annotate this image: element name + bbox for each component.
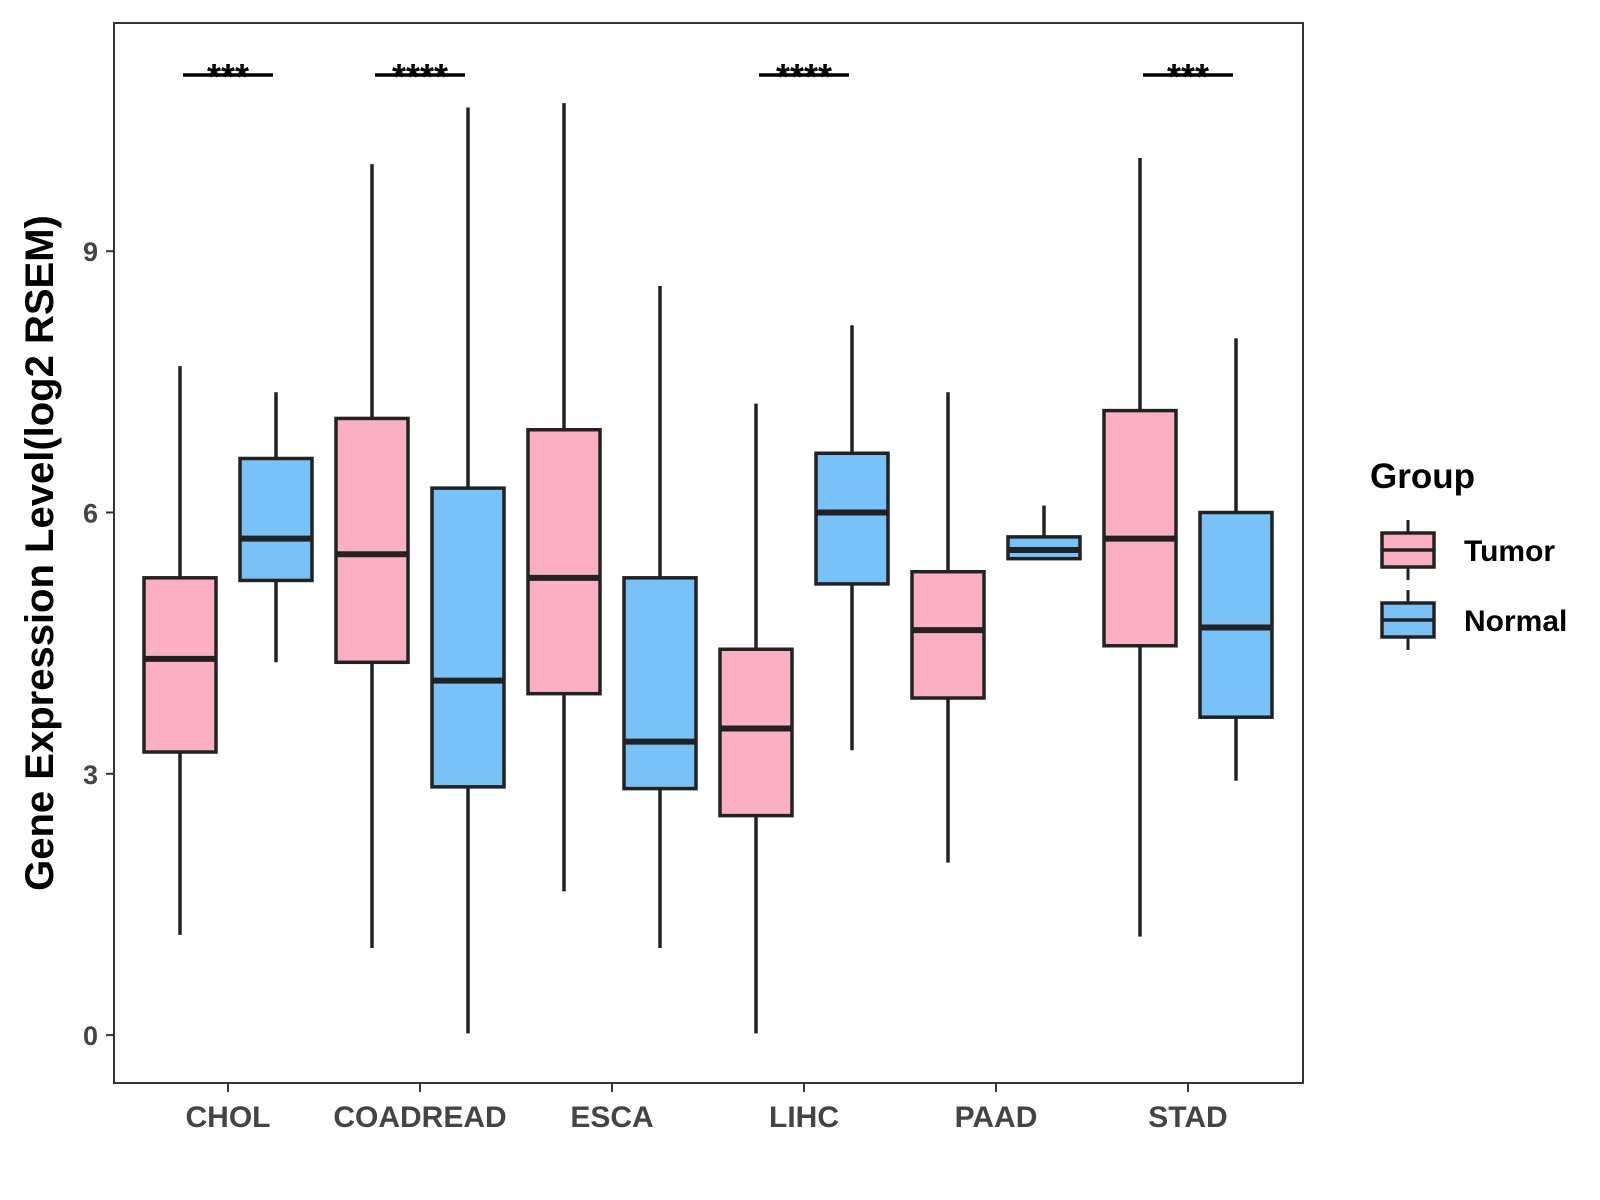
y-tick-label: 6: [83, 498, 98, 528]
x-tick-label: PAAD: [955, 1101, 1038, 1134]
box-tumor-chol: [142, 366, 218, 935]
box-normal-chol: [238, 392, 314, 663]
significance-label: ****: [392, 56, 448, 97]
y-axis-title: Gene Expression Level(log2 RSEM): [18, 215, 62, 891]
box-normal-esca: [622, 286, 698, 948]
legend-key-tumor: [1380, 520, 1436, 580]
legend-key-normal: [1380, 590, 1436, 650]
box-iqr: [430, 486, 506, 789]
x-tick-label: LIHC: [769, 1101, 839, 1134]
box-iqr: [1102, 408, 1178, 648]
y-tick-label: 9: [83, 237, 98, 267]
legend-label-normal: Normal: [1464, 605, 1567, 638]
significance-label: ****: [776, 56, 832, 97]
x-tick-label: ESCA: [570, 1101, 653, 1134]
box-iqr: [334, 416, 410, 665]
box-iqr: [238, 456, 314, 583]
box-iqr: [814, 451, 890, 586]
box-normal-stad: [1198, 338, 1274, 781]
significance-label: ***: [1167, 56, 1209, 97]
x-tick-label: COADREAD: [333, 1101, 506, 1134]
x-tick-label: STAD: [1148, 1101, 1227, 1134]
box-iqr: [622, 576, 698, 791]
box-normal-paad: [1006, 505, 1082, 561]
legend-label-tumor: Tumor: [1464, 535, 1555, 568]
box-normal-coadread: [430, 107, 506, 1034]
box-iqr: [910, 569, 986, 700]
box-tumor-esca: [526, 103, 602, 892]
y-tick-label: 3: [83, 760, 98, 790]
box-iqr: [1198, 510, 1274, 719]
box-tumor-stad: [1102, 158, 1178, 937]
legend: Group Tumor Normal: [1370, 457, 1567, 650]
box-tumor-paad: [910, 392, 986, 863]
box-tumor-coadread: [334, 164, 410, 948]
significance-label: ***: [207, 56, 249, 97]
box-iqr: [526, 428, 602, 696]
box-iqr: [718, 647, 794, 818]
y-tick-label: 0: [83, 1021, 98, 1051]
box-tumor-lihc: [718, 403, 794, 1034]
legend-title: Group: [1370, 457, 1475, 496]
x-tick-label: CHOL: [186, 1101, 271, 1134]
box-normal-lihc: [814, 325, 890, 751]
box-iqr: [142, 576, 218, 754]
